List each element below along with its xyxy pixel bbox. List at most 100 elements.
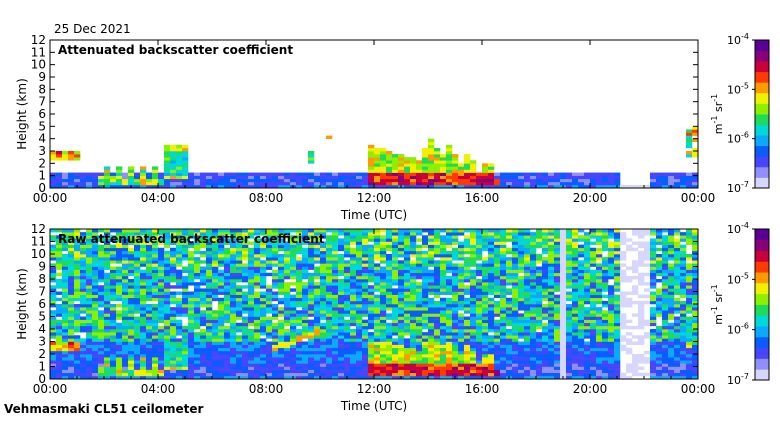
heatmap-cell [218, 182, 224, 185]
colorbar-swatch [755, 146, 769, 157]
heatmap-cell [530, 332, 536, 335]
heatmap-cell [278, 310, 284, 313]
heatmap-cell [158, 176, 164, 179]
heatmap-cell [422, 173, 428, 176]
heatmap-cell [578, 270, 584, 273]
heatmap-cell [584, 307, 590, 310]
heatmap-cell [500, 351, 506, 354]
heatmap-cell [344, 310, 350, 313]
heatmap-cell [284, 342, 290, 345]
heatmap-cell [554, 238, 560, 241]
heatmap-cell [518, 313, 524, 316]
heatmap-cell [608, 173, 614, 176]
heatmap-cell [440, 348, 446, 351]
heatmap-cell [86, 298, 92, 301]
heatmap-cell [212, 263, 218, 266]
heatmap-cell [56, 367, 62, 370]
heatmap-cell [128, 373, 134, 376]
heatmap-cell [164, 304, 170, 307]
heatmap-cell [146, 251, 152, 254]
heatmap-cell [392, 317, 398, 320]
heatmap-cell [524, 320, 530, 323]
heatmap-cell [440, 176, 446, 179]
heatmap-cell [542, 351, 548, 354]
heatmap-cell [338, 242, 344, 245]
heatmap-cell [98, 323, 104, 326]
heatmap-cell [530, 345, 536, 348]
heatmap-cell [260, 276, 266, 279]
heatmap-cell [584, 245, 590, 248]
heatmap-cell [446, 270, 452, 273]
heatmap-cell [404, 170, 410, 173]
heatmap-cell [110, 370, 116, 373]
heatmap-cell [98, 270, 104, 273]
heatmap-cell [350, 267, 356, 270]
heatmap-cell [134, 298, 140, 301]
heatmap-cell [554, 370, 560, 373]
heatmap-cell [248, 332, 254, 335]
heatmap-cell [134, 173, 140, 176]
heatmap-cell [590, 301, 596, 304]
heatmap-cell [536, 326, 542, 329]
heatmap-cell [422, 157, 428, 160]
heatmap-cell [290, 301, 296, 304]
heatmap-cell [110, 307, 116, 310]
heatmap-cell [560, 260, 566, 263]
heatmap-cell [530, 245, 536, 248]
heatmap-cell [266, 295, 272, 298]
heatmap-cell [392, 176, 398, 179]
heatmap-cell [482, 163, 488, 166]
heatmap-cell [158, 320, 164, 323]
heatmap-cell [218, 360, 224, 363]
heatmap-cell [188, 332, 194, 335]
heatmap-cell [530, 326, 536, 329]
heatmap-cell [662, 176, 668, 179]
heatmap-cell [356, 357, 362, 360]
heatmap-cell [266, 326, 272, 329]
heatmap-cell [152, 307, 158, 310]
heatmap-cell [146, 367, 152, 370]
heatmap-cell [470, 338, 476, 341]
heatmap-cell [62, 292, 68, 295]
heatmap-cell [482, 317, 488, 320]
heatmap-cell [512, 357, 518, 360]
heatmap-cell [146, 360, 152, 363]
heatmap-cell [434, 267, 440, 270]
heatmap-cell [326, 182, 332, 185]
heatmap-cell [536, 179, 542, 182]
heatmap-cell [338, 298, 344, 301]
heatmap-cell [296, 263, 302, 266]
heatmap-cell [194, 292, 200, 295]
heatmap-cell [554, 179, 560, 182]
heatmap-cell [128, 298, 134, 301]
heatmap-cell [128, 370, 134, 373]
heatmap-cell [86, 295, 92, 298]
heatmap-cell [158, 251, 164, 254]
heatmap-cell [278, 292, 284, 295]
heatmap-cell [590, 182, 596, 185]
heatmap-cell [554, 367, 560, 370]
heatmap-cell [278, 285, 284, 288]
heatmap-cell [440, 242, 446, 245]
heatmap-cell [380, 310, 386, 313]
heatmap-cell [338, 304, 344, 307]
heatmap-cell [302, 260, 308, 263]
heatmap-cell [458, 229, 464, 232]
heatmap-cell [488, 254, 494, 257]
heatmap-cell [80, 279, 86, 282]
heatmap-cell [284, 317, 290, 320]
heatmap-cell [74, 342, 80, 345]
heatmap-cell [176, 338, 182, 341]
heatmap-cell [314, 360, 320, 363]
heatmap-cell [374, 157, 380, 160]
heatmap-cell [440, 342, 446, 345]
heatmap-cell [452, 238, 458, 241]
heatmap-cell [62, 276, 68, 279]
heatmap-cell [278, 326, 284, 329]
heatmap-cell [74, 176, 80, 179]
heatmap-cell [560, 332, 566, 335]
heatmap-cell [176, 257, 182, 260]
heatmap-cell [368, 163, 374, 166]
heatmap-cell [602, 179, 608, 182]
heatmap-cell [86, 329, 92, 332]
